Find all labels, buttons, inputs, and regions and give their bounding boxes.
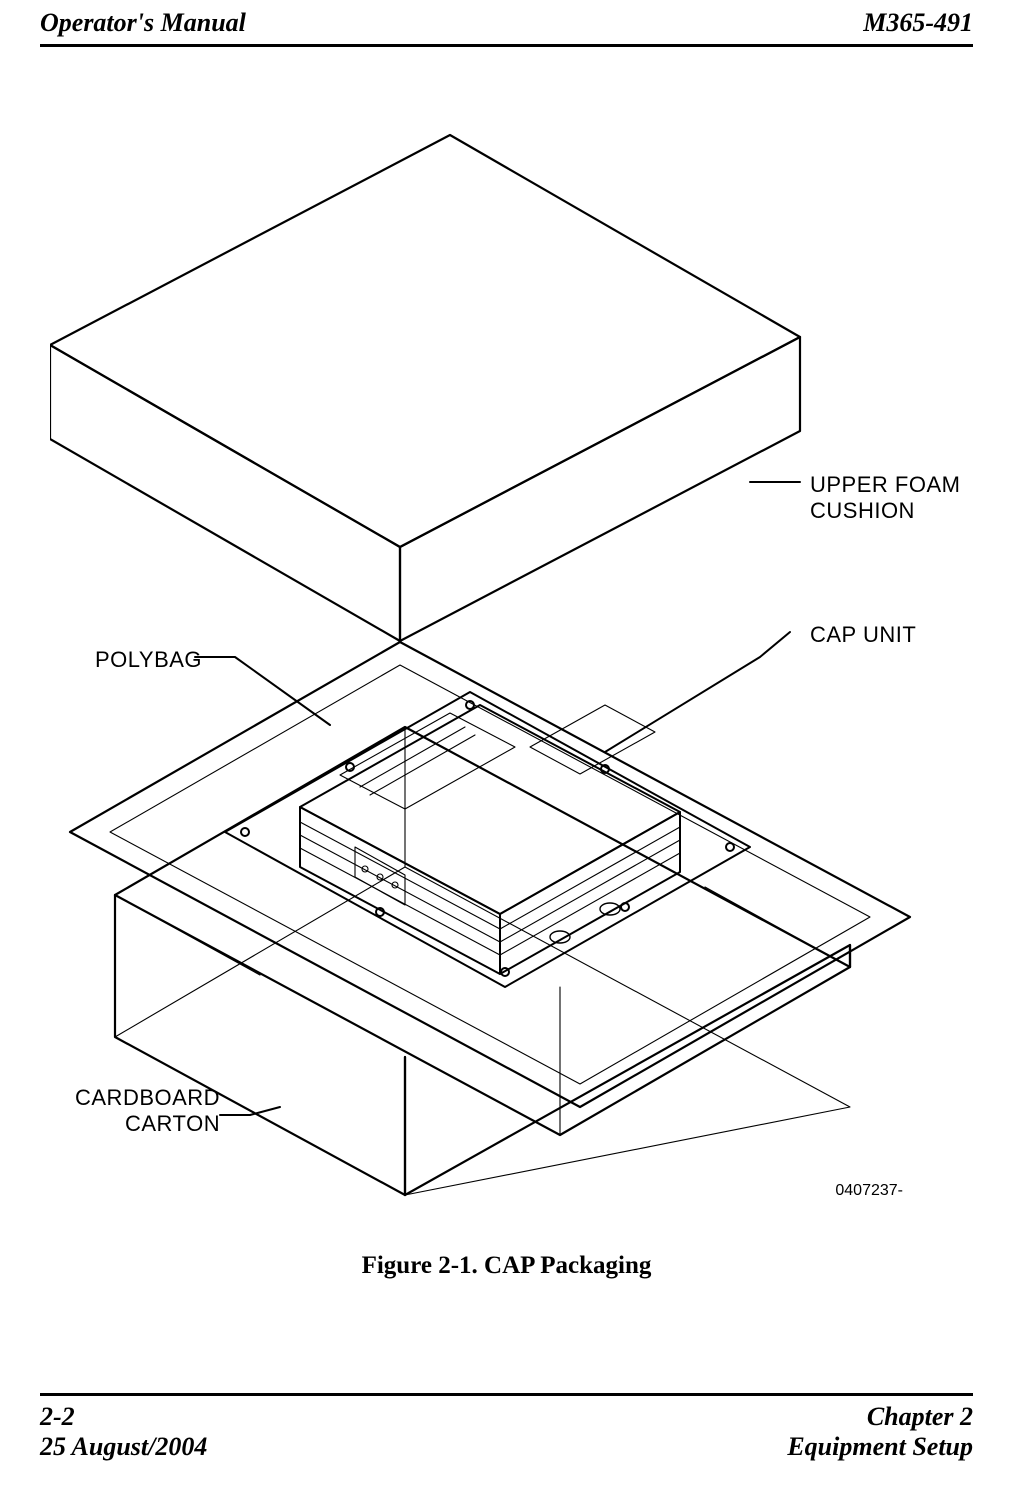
callout-polybag: POLYBAG	[95, 647, 202, 673]
footer-page-number: 2-2	[40, 1402, 75, 1431]
footer-left: 2-2 25 August/2004	[40, 1402, 207, 1463]
footer-section: Equipment Setup	[787, 1432, 973, 1461]
upper-foam-block	[50, 135, 800, 641]
page-header: Operator's Manual M365-491	[40, 0, 973, 47]
header-right: M365-491	[863, 8, 973, 38]
footer-date: 25 August/2004	[40, 1432, 207, 1461]
callout-cap-unit-line1: CAP UNIT	[810, 622, 916, 647]
callout-cap-unit: CAP UNIT	[810, 622, 916, 648]
callout-polybag-line1: POLYBAG	[95, 647, 202, 672]
drawing-number: 0407237-	[835, 1182, 903, 1200]
callout-cardboard-line1: CARDBOARD	[75, 1085, 220, 1110]
callout-upper-foam-line1: UPPER FOAM	[810, 472, 960, 497]
header-left: Operator's Manual	[40, 8, 246, 38]
cardboard-carton	[115, 727, 850, 1195]
callout-cardboard-line2: CARTON	[125, 1111, 220, 1136]
callout-upper-foam-line2: CUSHION	[810, 498, 915, 523]
callout-cardboard: CARDBOARD CARTON	[75, 1085, 220, 1137]
page-footer: 2-2 25 August/2004 Chapter 2 Equipment S…	[40, 1393, 973, 1463]
polybag-sheet	[70, 642, 910, 1107]
figure-container: UPPER FOAM CUSHION CAP UNIT POLYBAG CARD…	[40, 47, 973, 1307]
callout-upper-foam: UPPER FOAM CUSHION	[810, 472, 960, 524]
figure-caption: Figure 2-1. CAP Packaging	[40, 1252, 973, 1280]
footer-chapter: Chapter 2	[867, 1402, 973, 1431]
footer-right: Chapter 2 Equipment Setup	[787, 1402, 973, 1463]
cap-unit	[225, 692, 750, 987]
